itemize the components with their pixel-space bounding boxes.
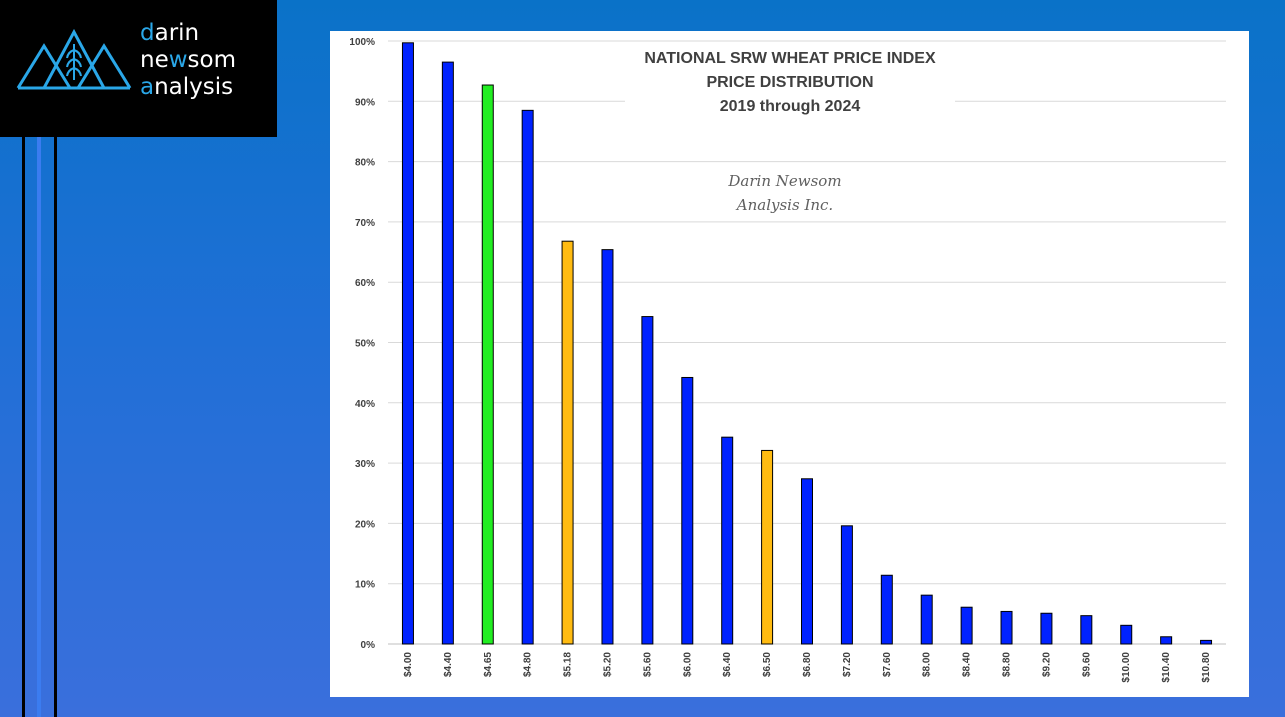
bar [521, 109, 534, 645]
bar [721, 436, 734, 645]
watermark: Darin Newsom Analysis Inc. [700, 169, 870, 217]
bar [641, 316, 654, 645]
decorative-line-2 [37, 137, 41, 717]
x-tick-label: $4.80 [523, 652, 534, 677]
x-tick-label: $8.40 [962, 652, 973, 677]
bar [681, 376, 694, 645]
bar [1080, 615, 1093, 645]
x-tick-label: $4.40 [443, 652, 454, 677]
bar [761, 449, 774, 645]
y-tick-label: 80% [355, 158, 375, 169]
bar-chart: 0%10%20%30%40%50%60%70%80%90%100% $4.00 $… [349, 37, 1226, 683]
x-tick-label: $5.20 [602, 652, 613, 677]
x-tick-label: $10.40 [1161, 652, 1172, 683]
x-tick-label: $4.00 [403, 652, 414, 677]
bar [840, 525, 853, 645]
chart-title-line-3: 2019 through 2024 [719, 98, 861, 115]
bar [561, 240, 574, 645]
x-tick-label: $10.00 [1121, 652, 1132, 683]
logo: darin newsom analysis [0, 0, 277, 137]
logo-line-2: newsom [140, 47, 237, 73]
x-tick-label: $5.60 [642, 652, 653, 677]
y-tick-label: 0% [361, 640, 376, 651]
decorative-line-1 [22, 137, 25, 717]
y-tick-label: 70% [355, 218, 375, 229]
bar [401, 42, 414, 645]
bar [920, 594, 933, 645]
bar [1040, 612, 1053, 645]
x-tick-label: $8.00 [922, 652, 933, 677]
y-tick-label: 30% [355, 459, 375, 470]
x-tick-label: $5.18 [563, 652, 574, 677]
y-tick-label: 60% [355, 278, 375, 289]
x-tick-label: $4.65 [483, 652, 494, 677]
y-tick-label: 90% [355, 97, 375, 108]
bar [1120, 624, 1133, 645]
chart-panel: 0% 10% 20% 30% 40% 50% 60% 70% 80% 90% 100% $4.00 $… [330, 31, 1249, 697]
x-tick-label: $9.60 [1081, 652, 1092, 677]
bar [1000, 610, 1013, 645]
bar [880, 574, 893, 645]
mountain-wheat-icon [16, 28, 132, 90]
watermark-line-1: Darin Newsom [728, 172, 842, 190]
bar [601, 249, 614, 645]
bar [1160, 636, 1173, 645]
x-axis-ticks: $4.00 $4.40 $4.65 $4.80 $5.18 $5.20 $5.60 $6.00… [403, 652, 1212, 683]
y-tick-label: 20% [355, 519, 375, 530]
decorative-line-3 [54, 137, 57, 717]
bar [441, 61, 454, 645]
y-tick-label: 50% [355, 339, 375, 350]
bar [960, 606, 973, 645]
x-tick-label: $9.20 [1041, 652, 1052, 677]
x-tick-label: $6.80 [802, 652, 813, 677]
x-tick-label: $6.50 [762, 652, 773, 677]
x-tick-label: $7.20 [842, 652, 853, 677]
chart-title: NATIONAL SRW WHEAT PRICE INDEX PRICE DIS… [625, 47, 955, 119]
logo-text: darin newsom analysis [140, 20, 236, 101]
x-tick-label: $7.60 [882, 652, 893, 677]
bar [481, 84, 494, 645]
x-tick-label: $8.80 [1002, 652, 1013, 677]
y-tick-label: 40% [355, 399, 375, 410]
bar [1200, 639, 1213, 645]
logo-line-1: darin [140, 20, 200, 46]
watermark-line-2: Analysis Inc. [736, 196, 834, 214]
chart-title-line-1: NATIONAL SRW WHEAT PRICE INDEX [644, 50, 936, 67]
y-tick-label: 100% [349, 37, 375, 48]
logo-line-3: analysis [140, 74, 234, 100]
chart-title-line-2: PRICE DISTRIBUTION [706, 74, 874, 91]
x-tick-label: $6.00 [682, 652, 693, 677]
y-axis-ticks: 0% 10% 20% 30% 40% 50% 60% 70% 80% 90% 100% [349, 37, 375, 651]
bar [801, 478, 813, 645]
x-tick-label: $6.40 [722, 652, 733, 677]
y-tick-label: 10% [355, 580, 375, 591]
x-tick-label: $10.80 [1201, 652, 1212, 683]
bars [401, 42, 1213, 645]
